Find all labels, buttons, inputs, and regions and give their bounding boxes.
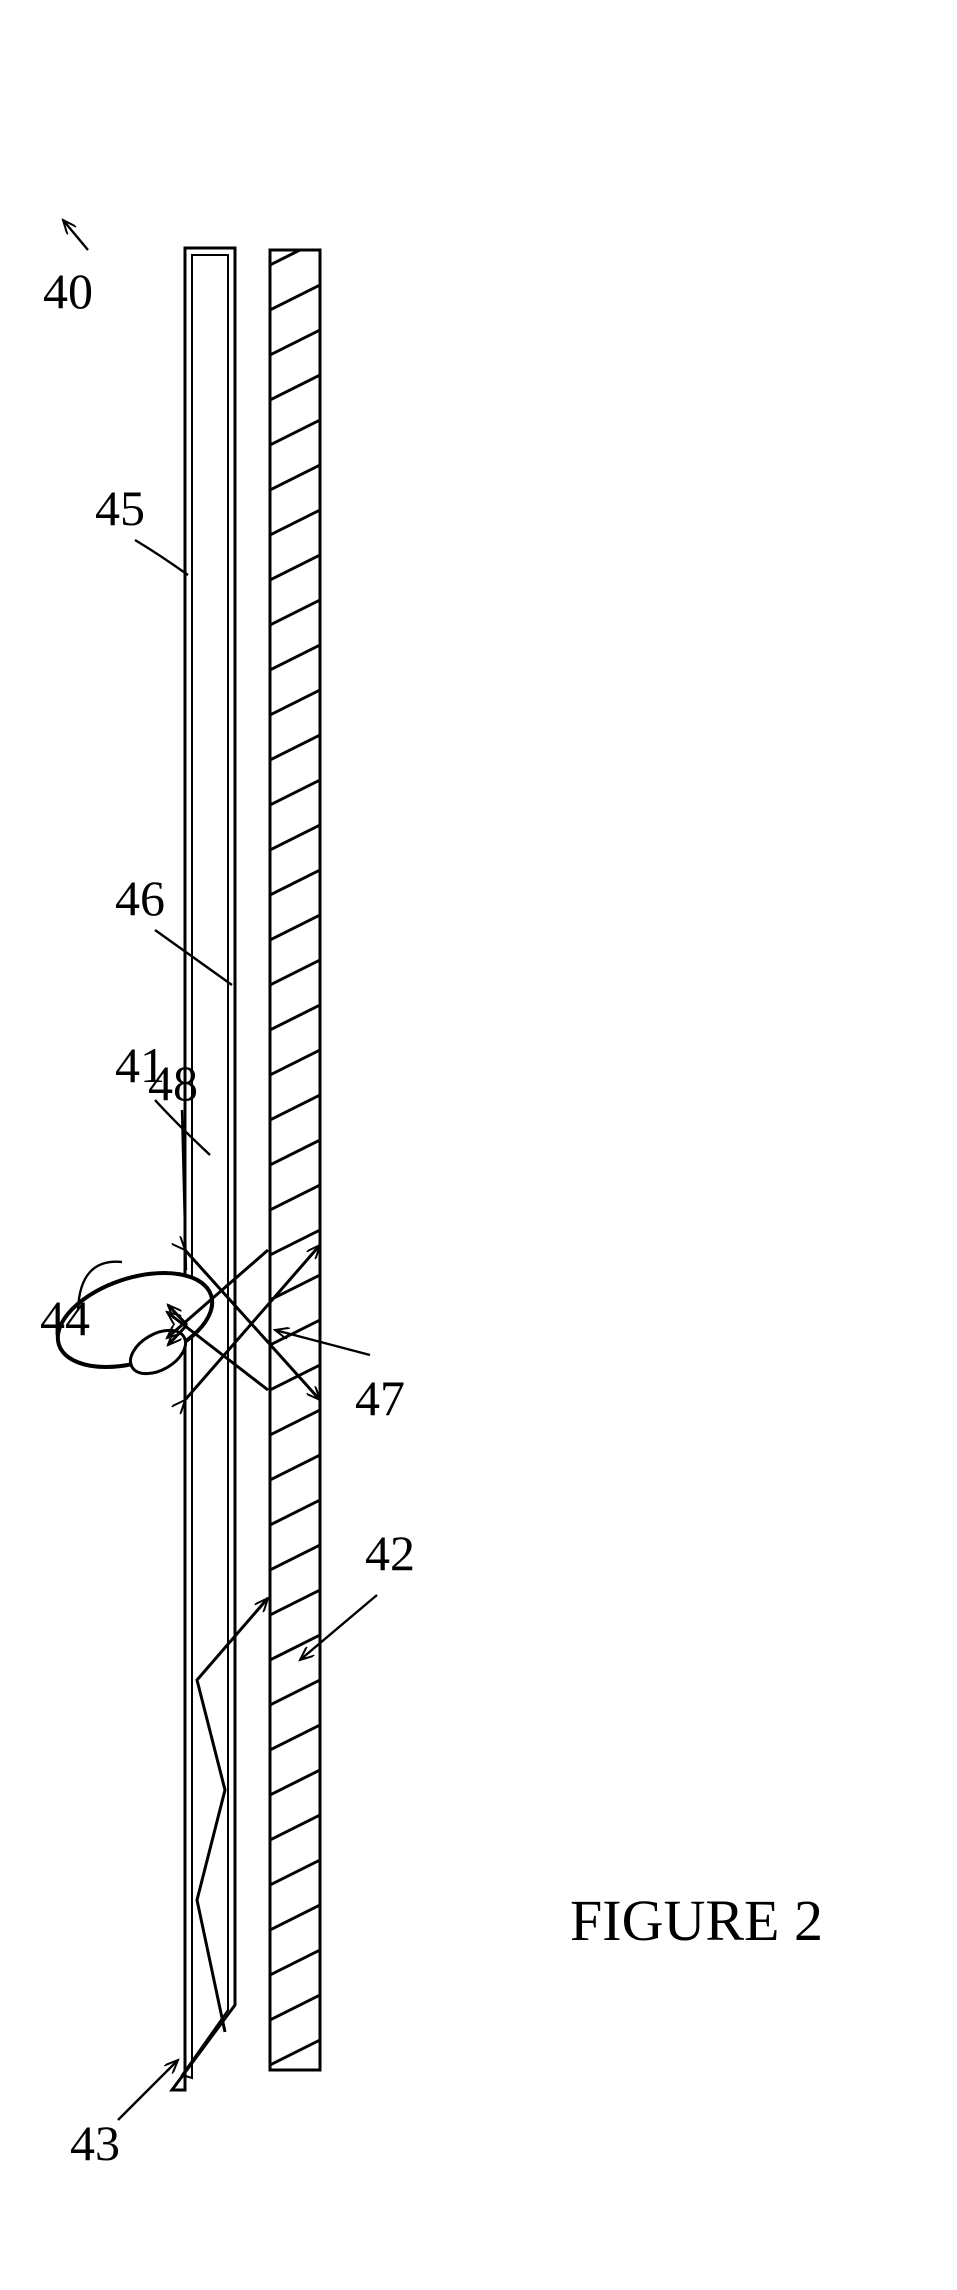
figure-svg: 40 41 42 43 44 45 46 47 48 FIGURE 2 <box>0 0 957 2290</box>
leader-47 <box>275 1330 370 1355</box>
label-42: 42 <box>365 1525 415 1581</box>
waveguide-slab <box>172 248 235 2090</box>
label-44: 44 <box>40 1290 90 1346</box>
label-45: 45 <box>95 480 145 536</box>
leader-40 <box>63 220 88 250</box>
waveguide-outer <box>172 248 235 2090</box>
label-40: 40 <box>43 263 93 319</box>
leader-42 <box>300 1595 377 1660</box>
leader-46 <box>155 930 232 985</box>
hatched-slab <box>250 230 340 2075</box>
ray-zigzag <box>197 1598 268 2032</box>
leader-43 <box>118 2060 178 2120</box>
figure-caption: FIGURE 2 <box>570 1888 823 1953</box>
label-43: 43 <box>70 2115 120 2171</box>
label-46: 46 <box>115 870 165 926</box>
label-47: 47 <box>355 1370 405 1426</box>
leader-45 <box>135 540 188 575</box>
rays <box>167 1245 320 2032</box>
label-48: 48 <box>148 1055 198 1111</box>
